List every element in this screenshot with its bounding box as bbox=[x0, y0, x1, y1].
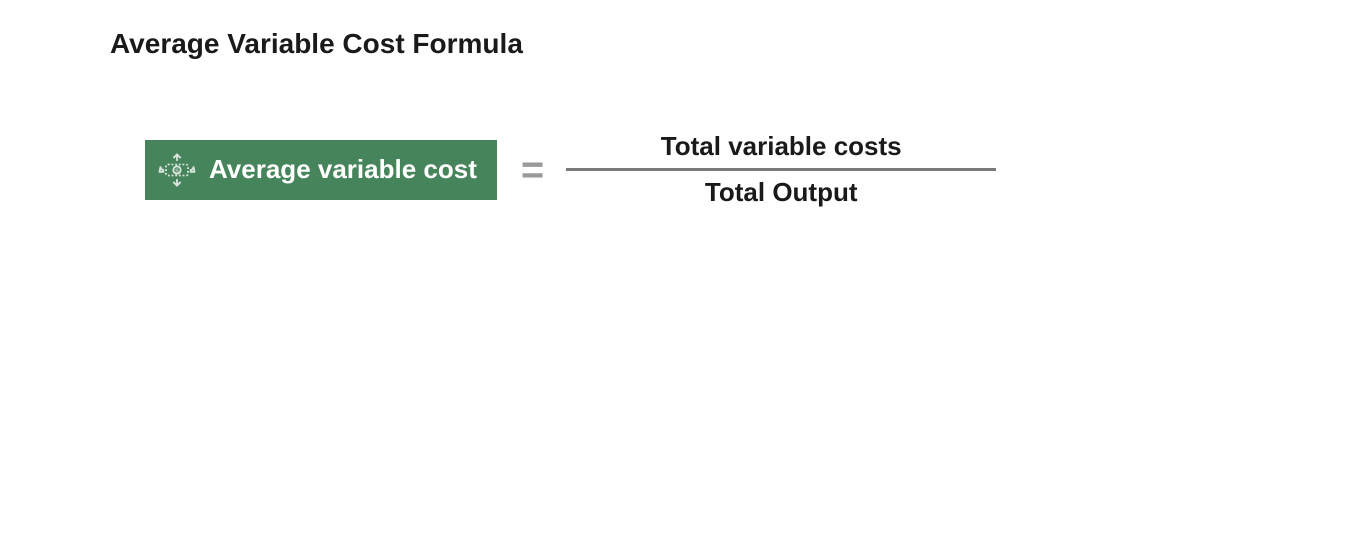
page-title: Average Variable Cost Formula bbox=[110, 28, 523, 60]
svg-text:$: $ bbox=[175, 167, 179, 174]
fraction-denominator: Total Output bbox=[705, 171, 858, 214]
equals-sign: = bbox=[521, 150, 542, 190]
formula-row: $ Average variable cost = Total variable… bbox=[145, 125, 996, 214]
lhs-label: Average variable cost bbox=[209, 154, 477, 185]
money-exchange-icon: $ bbox=[155, 148, 199, 192]
fraction-numerator: Total variable costs bbox=[661, 125, 902, 168]
lhs-badge: $ Average variable cost bbox=[145, 140, 497, 200]
fraction: Total variable costs Total Output bbox=[566, 125, 996, 214]
